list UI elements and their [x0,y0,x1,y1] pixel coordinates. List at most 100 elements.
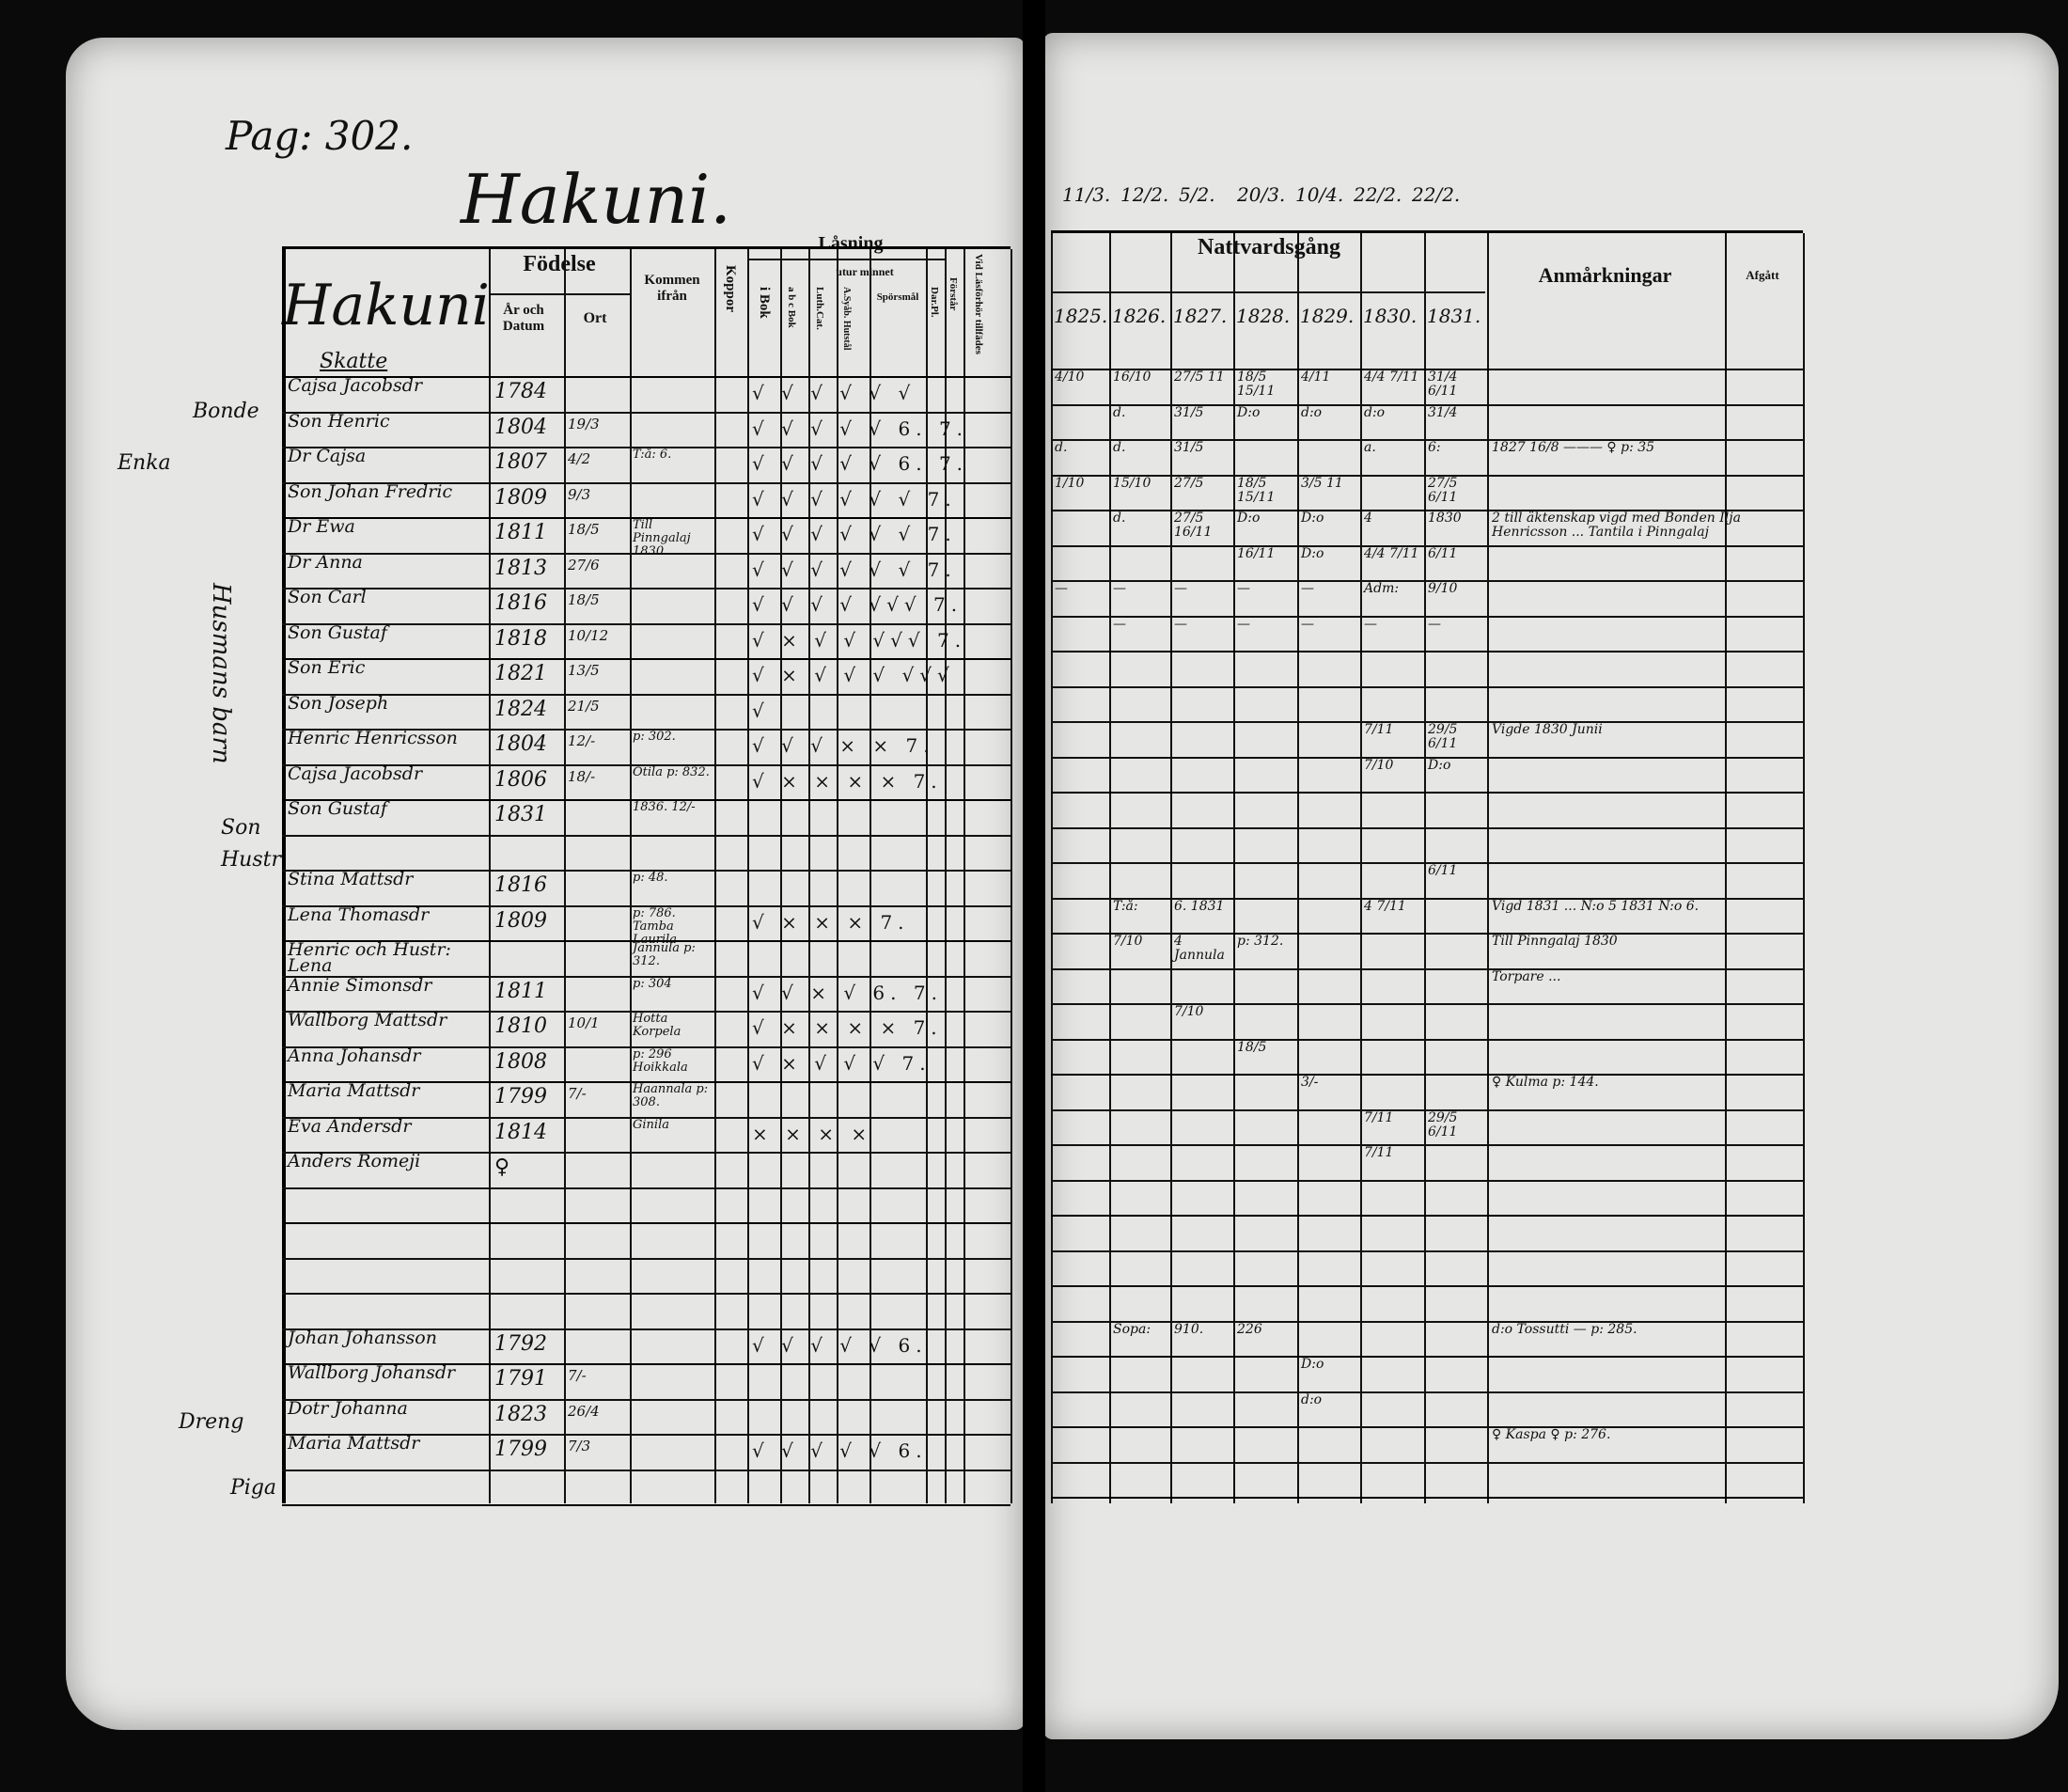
communion-entry: — [1301,581,1314,596]
person-name: Son Joseph [288,692,389,714]
birth-year: 1816 [494,591,547,615]
remark: ♀ Kaspa ♀ p: 276. [1492,1427,1611,1442]
left-row-line [282,1187,1010,1189]
right-row-line [1051,792,1803,794]
communion-entry: 226 [1237,1321,1262,1337]
birth-date: 7/3 [568,1438,591,1454]
birth-date: 21/5 [568,697,600,715]
person-name: Son Gustaf [288,798,387,819]
right-column-line [1051,233,1053,1503]
top-date: 10/4. [1295,183,1344,206]
moved-from: T:å: 6. [633,448,672,462]
birth-year: 1809 [494,908,547,933]
right-row-line [1051,1497,1803,1499]
register-row: Wallborg Mattsdr 1810 10/1 Hotta Korpela √ ×… [0,1005,2068,1045]
left-row-line [282,1363,1010,1365]
right-header-top-line [1051,230,1803,233]
communion-entry: 3/- [1301,1075,1319,1090]
right-row-line [1051,1356,1803,1358]
register-row: Wallborg Johansdr 1791 7/- D:o [0,1358,2068,1397]
reading-marks: √ √ √ √ √ 6. [752,1439,928,1462]
moved-from: 1836. 12/- [633,800,696,814]
header-dar-pl: Dar.Pl. [929,287,940,318]
top-date: 22/2. [1354,183,1402,206]
register-row [0,1258,2068,1292]
right-row-line [1051,1461,1803,1464]
reading-marks: √ × √ √ √√√ 7. [752,628,967,652]
register-row: Dr Cajsa 1807 4/2 T:å: 6. √ √ √ √ √ 6. 7. d. d… [0,441,2068,480]
communion-entry: 9/10 [1428,581,1458,596]
communion-entry: d:o [1301,404,1323,420]
communion-entry: 29/5 6/11 [1428,722,1458,751]
birth-year: 1799 [494,1085,547,1108]
birth-date: 27/6 [568,556,600,574]
header-kommen-ifran: Kommen ifrån [644,273,700,304]
register-row: Son Carl 1816 18/5 √ √ √ √ √√√ 7. — — — — — Adm: 9… [0,582,2068,621]
right-row-line [1051,1285,1803,1287]
communion-entry: — [1113,581,1126,596]
communion-entry: 4 Jannula [1174,934,1225,963]
reading-marks: √ √ √ √ √ 6. 7. [752,417,969,440]
register-row: Lena Thomasdr 1809 p: 786. Tamba Laurila √ … [0,899,2068,946]
person-name: Wallborg Johansdr [288,1362,456,1383]
person-name: Son Gustaf [288,621,387,643]
communion-entry: 18/5 15/11 [1237,369,1276,399]
right-column-line [1233,233,1235,1503]
communion-entry: 27/5 6/11 [1428,475,1458,505]
birth-year: 1792 [494,1331,547,1356]
left-row-line [282,1257,1010,1260]
communion-entry: 29/5 6/11 [1428,1109,1458,1140]
left-row-line [282,1045,1010,1048]
fodelse-divider [489,293,630,295]
person-name: Henric Henricsson [288,728,458,748]
moved-from: Ginila [633,1117,669,1132]
year-header-1829: 1829. [1300,305,1355,327]
left-column-line [714,249,716,1503]
birth-year: 1791 [494,1367,547,1391]
communion-entry: — [1055,581,1068,596]
book-spine [1023,0,1045,1792]
left-row-line [282,481,1010,484]
right-page [1043,33,2059,1739]
register-row: Dr Ewa 1811 18/5 Till Pinngalaj 1830 √ √ √ √… [0,511,2068,558]
birth-date: 18/- [568,767,596,785]
register-row: Henric och Hustr: Lena Jannula p: 312. 7/1… [0,935,2068,975]
left-column-line [564,249,566,1503]
person-name: Maria Mattsdr [288,1080,420,1101]
remark: 2 till äktenskap vigd med Bonden Ilja He… [1492,511,1741,540]
left-row-line [282,1152,1010,1154]
birth-year: 1804 [494,415,547,439]
reading-marks: √ √ √ √ √ √ 7. [752,487,957,511]
birth-year: 1808 [494,1049,547,1074]
communion-entry: 16/11 [1237,545,1276,561]
communion-entry: T:å: [1113,898,1138,914]
reading-marks: √ √ √ √ √ √ 7. [752,558,957,581]
right-row-line [1051,967,1803,970]
moved-from: p: 48. [633,871,668,885]
left-row-line [282,1081,1010,1083]
register-row [0,1187,2068,1221]
moved-from: Till Pinngalaj 1830 [633,518,691,558]
right-row-line [1051,756,1803,759]
right-column-line [1424,233,1426,1503]
section-label: Skatte [320,350,388,373]
header-sporsmal: Spörsmål [876,291,919,303]
communion-entry: — [1364,616,1377,632]
remark: Vigde 1830 Junii [1492,722,1603,737]
header-nattvardsgang: Nattvardsgång [1197,235,1340,259]
left-row-line [282,447,1010,448]
communion-entry: D:o [1237,404,1261,420]
communion-entry: d:o [1364,404,1386,420]
right-row-line [1051,544,1803,547]
person-name: Wallborg Mattsdr [288,1010,447,1030]
communion-entry: 7/11 [1364,722,1394,737]
left-row-line [282,1222,1010,1224]
register-row [0,1222,2068,1256]
moved-from: p: 304 [633,976,672,991]
right-row-line [1051,685,1803,688]
left-row-line [282,517,1010,519]
header-fodelse: Födelse [523,252,596,276]
right-row-line [1051,933,1803,935]
left-column-line [780,249,782,1503]
birth-year: 1810 [494,1014,547,1038]
